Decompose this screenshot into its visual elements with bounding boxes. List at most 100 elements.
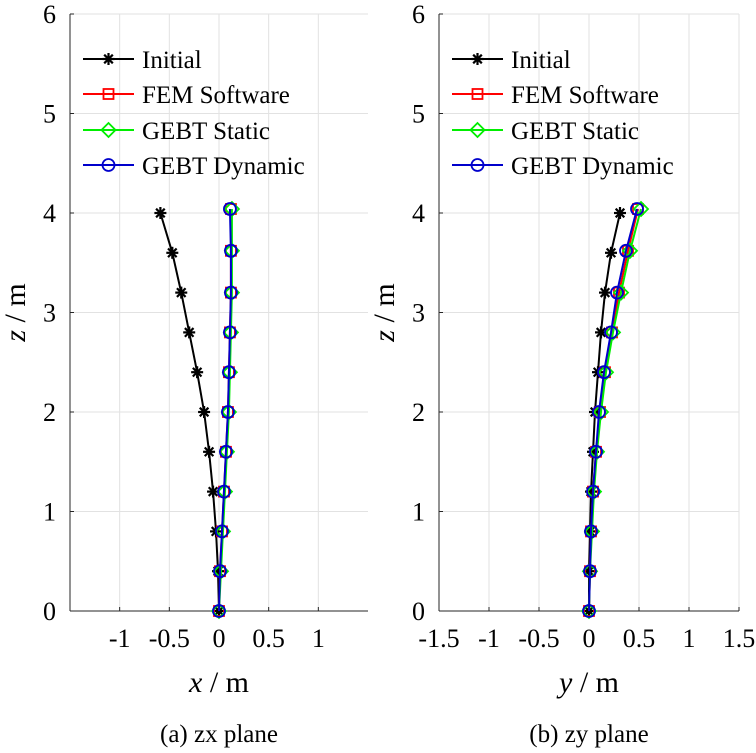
zx-y-tick-label: 5 <box>43 100 56 129</box>
zx-x-tick-label: 1 <box>312 624 325 653</box>
zx-point-gebt-dynamic <box>223 325 237 340</box>
zy-point-gebt-dynamic <box>586 484 600 499</box>
zx-point-initial-stroke-3 <box>155 207 166 219</box>
zx-x-tick-label: 0 <box>213 624 226 653</box>
zx-x-tick-label: -1 <box>109 624 131 653</box>
panel-zx: -1 -0.5 0 0.5 1 0 1 2 3 4 5 6 x / m z / m (a) zx plane… <box>0 0 368 748</box>
zx-caption: (a) zx plane <box>160 721 278 748</box>
zx-point-initial <box>166 246 179 259</box>
zy-y-tick-label: 3 <box>412 299 425 328</box>
zx-x-axis-label: x / m <box>188 666 249 699</box>
zy-point-initial <box>605 246 617 259</box>
zy-y-tick-label: 6 <box>412 0 425 29</box>
zx-legend-label-gebt-dynamic: GEBT Dynamic <box>142 153 305 180</box>
zx-legend-marker-initial <box>102 53 115 65</box>
zx-legend-marker-fem-software <box>102 88 115 100</box>
zx-point-gebt-dynamic <box>223 202 237 216</box>
zx-point-initial <box>183 326 196 339</box>
zx-y-tick-label: 0 <box>43 597 56 626</box>
zy-legend-marker-gebt-static <box>469 121 486 139</box>
zy-point-gebt-dynamic <box>582 604 596 618</box>
zy-point-gebt-dynamic <box>589 444 603 459</box>
zx-point-initial-stroke-3 <box>207 486 219 497</box>
zy-y-tick-label: 0 <box>412 597 425 626</box>
zx-x-tick-label: -0.5 <box>149 624 190 653</box>
zx-point-initial-stroke-3 <box>167 247 178 258</box>
zy-point-gebt-dynamic <box>630 202 644 216</box>
zy-legend-label-fem-software: FEM Software <box>511 82 659 109</box>
zy-point-initial-stroke-3 <box>614 207 626 219</box>
zy-legend-marker-initial <box>471 53 484 65</box>
zy-point-initial <box>599 286 611 299</box>
zx-point-gebt-dynamic <box>219 444 233 459</box>
zx-point-gebt-dynamic <box>215 524 229 539</box>
zy-x-tick-label: 0 <box>583 624 596 653</box>
zy-point-gebt-dynamic <box>584 524 598 539</box>
zy-x-tick-label: 1.5 <box>723 624 756 653</box>
zx-legend-label-gebt-static: GEBT Static <box>142 118 270 145</box>
zy-x-tick-label: -1.5 <box>418 624 459 653</box>
zy-x-axis-label: y / m <box>556 666 619 699</box>
zx-point-initial-stroke-3 <box>184 327 195 338</box>
zy-point-gebt-dynamic <box>583 564 597 579</box>
zy-y-tick-label: 4 <box>412 199 425 228</box>
zy-x-tick-label: 1 <box>683 624 696 653</box>
zy-point-initial <box>614 207 626 219</box>
zy-series-line-gebt-dynamic <box>588 208 638 612</box>
zy-point-initial-stroke-3 <box>605 247 617 258</box>
zx-point-initial-stroke-3 <box>192 367 203 378</box>
zy-legend-marker-initial-stroke-3 <box>472 53 483 65</box>
zx-point-initial-stroke-3 <box>176 287 187 298</box>
zx-legend-label-fem-software: FEM Software <box>142 82 290 109</box>
zx-point-initial <box>154 207 167 219</box>
zx-y-tick-label: 3 <box>43 299 56 328</box>
zx-point-gebt-dynamic <box>213 564 227 579</box>
zy-legend-marker-gebt-dynamic <box>470 158 485 172</box>
zy-y-tick-label: 5 <box>412 100 425 129</box>
zx-point-gebt-dynamic <box>224 243 238 258</box>
zx-legend-marker-gebt-static <box>100 121 117 139</box>
panel-zy: -1.5 -1 -0.5 0 0.5 1 1.5 0 1 2 3 4 5 6 y / m z / m (b) z… <box>368 0 755 748</box>
zx-legend-marker-initial-stroke-3 <box>103 53 114 65</box>
zy-legend-label-initial: Initial <box>511 47 571 74</box>
zy-legend-label-gebt-dynamic: GEBT Dynamic <box>511 153 674 180</box>
zy-point-gebt-static <box>592 403 610 421</box>
zx-point-initial-stroke-3 <box>199 406 210 418</box>
zx-point-initial <box>203 445 216 458</box>
zx-y-tick-label: 1 <box>43 498 56 527</box>
zy-caption: (b) zy plane <box>529 721 648 748</box>
zy-point-gebt-static <box>621 242 639 260</box>
zx-y-tick-label: 2 <box>43 398 56 427</box>
zy-point-initial-stroke-3 <box>595 327 607 338</box>
zx-point-gebt-dynamic <box>222 365 236 380</box>
zx-series-line-gebt-dynamic <box>218 208 232 612</box>
zy-point-gebt-static <box>597 363 615 381</box>
zy-point-initial-stroke-3 <box>599 287 611 298</box>
zy-x-tick-label: -1 <box>478 624 500 653</box>
zy-point-gebt-dynamic <box>592 405 606 419</box>
zy-y-tick-label: 1 <box>412 498 425 527</box>
zx-x-tick-label: 0.5 <box>252 624 285 653</box>
zx-y-tick-label: 4 <box>43 199 56 228</box>
zx-point-initial <box>198 406 211 418</box>
zx-point-gebt-dynamic <box>224 285 238 300</box>
zy-y-tick-label: 2 <box>412 398 425 427</box>
zx-y-axis-label: z / m <box>0 283 32 342</box>
zy-point-gebt-dynamic <box>619 243 633 258</box>
zy-point-gebt-static <box>632 200 650 218</box>
zy-point-gebt-dynamic <box>604 325 618 340</box>
zy-x-tick-label: -0.5 <box>518 624 559 653</box>
zx-point-gebt-dynamic <box>212 604 226 618</box>
zy-point-gebt-static <box>612 284 630 301</box>
zx-point-initial <box>191 366 204 379</box>
zx-legend-marker-gebt-dynamic <box>101 158 116 172</box>
zy-y-axis-label: z / m <box>368 283 401 342</box>
zx-point-gebt-dynamic <box>217 484 231 499</box>
zx-point-initial <box>175 286 188 299</box>
zx-y-tick-label: 6 <box>43 0 56 29</box>
zy-legend-label-gebt-static: GEBT Static <box>511 118 639 145</box>
zx-point-initial-stroke-3 <box>203 446 215 457</box>
zy-point-gebt-dynamic <box>610 285 624 300</box>
zy-legend-marker-fem-software <box>471 88 484 100</box>
